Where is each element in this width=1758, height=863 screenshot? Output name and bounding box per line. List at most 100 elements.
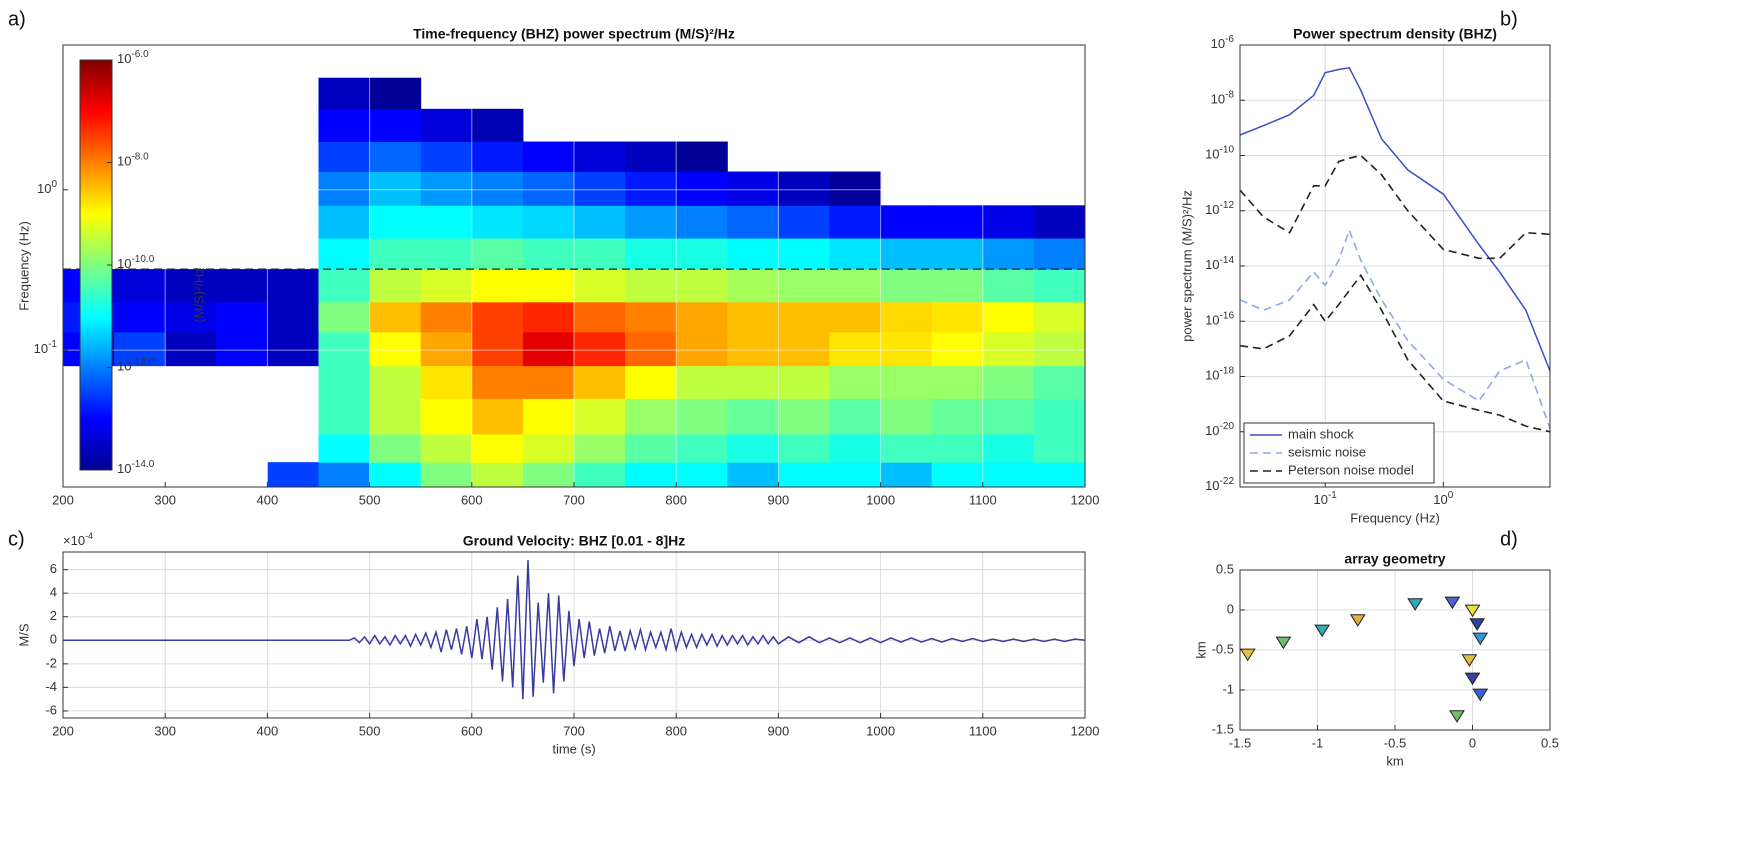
tick-exponent: 0 [1448,490,1454,501]
heatmap-cell [880,365,933,399]
tick-base: 10 [117,51,131,66]
station-marker [1349,614,1366,627]
tick-base: 10 [117,461,131,476]
x-tick-label: 800 [665,723,687,738]
x-tick-label: 0.5 [1541,735,1559,750]
heatmap-cell [369,171,422,206]
y-tick-label: 2 [50,608,57,623]
heatmap-cell [471,462,524,488]
heatmap-cell [369,398,422,435]
heatmap-cell [318,398,371,435]
heatmap-cell [318,108,371,143]
heatmap-cell [574,238,626,270]
y-tick-label: 4 [50,585,57,600]
heatmap-cell [574,269,626,303]
heatmap-cell [165,301,217,333]
tick-exponent: -1 [48,339,57,350]
heatmap-cell [522,398,575,435]
heatmap-cell [1033,331,1086,367]
plot-frame [1239,44,1551,488]
heatmap-cell [727,331,779,367]
heatmap-cell [829,171,882,206]
x-tick-label: 700 [563,492,585,507]
heatmap-cell [420,141,473,173]
heatmap-cell [778,433,830,463]
tick-base: 10 [1205,368,1219,383]
panel-label: c) [8,528,25,550]
tick-exponent: -14 [1220,255,1235,266]
x-tick-label: 1200 [1071,723,1100,738]
heatmap-cell [727,205,779,239]
heatmap-cell [931,269,984,303]
y-tick-label: -2 [45,655,57,670]
heatmap-cell [216,331,268,367]
y-axis-label: M/S [16,623,31,646]
heatmap-cell [522,301,575,333]
station-marker [1464,604,1481,618]
colorbar-tick-label: 10-14.0 [117,459,155,476]
x-tick-label: 200 [52,492,74,507]
x-tick-label: -1 [1312,735,1324,750]
heatmap-cell [778,365,830,399]
multiplier-base: ×10 [63,533,85,548]
y-tick-label: 10-6 [1211,34,1235,51]
heatmap-cell [114,269,166,303]
tick-base: 10 [34,342,48,357]
heatmap-cell [471,205,524,239]
heatmap-cell [471,269,524,303]
heatmap-cell [1033,269,1086,303]
heatmap-cell [369,108,422,143]
x-tick-label: 1100 [969,492,997,507]
heatmap-cell [1033,301,1086,333]
x-tick-label: 400 [257,723,279,738]
y-tick-label: 10-16 [1205,310,1234,327]
heatmap-cell [369,269,422,303]
heatmap-cell [165,269,217,303]
x-tick-label: 10-1 [1314,490,1338,507]
heatmap-cell [1033,238,1086,270]
heatmap-cell [676,171,728,206]
x-tick-label: 300 [154,492,176,507]
heatmap-cell [318,171,371,206]
heatmap-cell [829,301,882,333]
heatmap-cell [880,462,933,488]
heatmap-cell [318,365,371,399]
heatmap-cell [522,171,575,206]
tick-base: 10 [1205,202,1219,217]
heatmap-cell [318,331,371,367]
series-line [1239,273,1551,433]
heatmap-cell [318,205,371,239]
plot-frame [62,44,1086,488]
heatmap-cell [676,205,728,239]
multiplier-exponent: -4 [85,531,93,541]
plot-frame [1239,569,1551,731]
colorbar [79,59,113,471]
tick-exponent: -12 [1220,200,1235,211]
legend-label: main shock [1288,426,1354,441]
y-tick-label: 0 [1227,601,1234,616]
heatmap-cell [420,238,473,270]
x-tick-label: -0.5 [1384,735,1406,750]
station-marker [1314,624,1331,638]
heatmap-cell [318,77,371,110]
heatmap-cell [522,238,575,270]
heatmap-cell [574,141,626,173]
y-tick-label: -4 [45,679,57,694]
heatmap-cell [471,108,524,143]
heatmap-cell [829,462,882,488]
heatmap-cell [931,398,984,435]
station-marker [1469,618,1486,631]
heatmap-cell [267,462,319,488]
tick-exponent: -6.0 [131,49,149,60]
y-tick-label: -6 [45,702,57,717]
plot-frame [62,551,1086,719]
y-axis-label: Frequency (Hz) [16,221,31,311]
heatmap-cell [931,238,984,270]
heatmap-cell [727,433,779,463]
y-tick-label: 0.5 [1216,561,1234,576]
heatmap-cell [676,269,728,303]
heatmap-cell [829,365,882,399]
heatmap-cell [778,301,830,333]
heatmap-cell [522,462,575,488]
heatmap-cell [676,365,728,399]
